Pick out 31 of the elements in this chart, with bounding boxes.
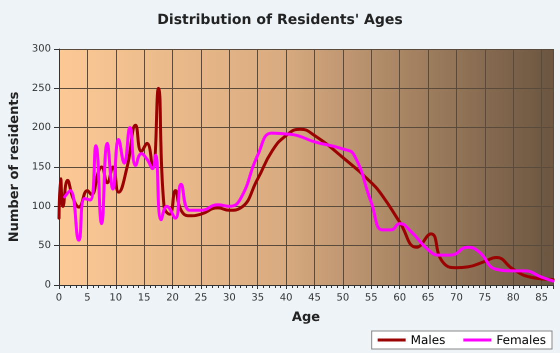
y-tick-label: 0 [44, 280, 51, 290]
x-tick-label: 20 [166, 292, 179, 304]
x-tick-label: 25 [194, 292, 208, 304]
x-tick-label: 55 [364, 292, 378, 304]
y-tick-label: 200 [32, 122, 51, 134]
x-tick-label: 45 [308, 292, 321, 304]
legend-label: Males [410, 333, 446, 347]
x-tick-label: 10 [109, 292, 122, 304]
chart-title: Distribution of Residents' Ages [157, 12, 403, 28]
x-tick-label: 15 [138, 292, 151, 304]
line-series [63, 126, 554, 283]
x-tick-label: 40 [280, 292, 292, 304]
x-tick-label: 5 [84, 292, 91, 304]
x-tick-label: 30 [222, 292, 236, 304]
y-tick-label: 300 [32, 44, 51, 54]
x-tick-label: 80 [506, 292, 520, 304]
x-tick-label: 85 [535, 292, 548, 304]
legend-label: Females [496, 333, 546, 347]
x-tick-label: 50 [336, 292, 350, 304]
x-tick-label: 35 [251, 292, 264, 304]
x-tick-label: 65 [422, 292, 434, 304]
y-tick-label: 250 [32, 82, 51, 94]
y-axis-title: Number of residents [7, 91, 22, 242]
x-tick-label: 0 [56, 292, 62, 304]
y-tick-label: 50 [38, 240, 51, 252]
y-tick-label: 100 [32, 200, 51, 212]
x-tick-label: 75 [478, 292, 492, 304]
y-tick-label: 150 [32, 162, 51, 172]
x-tick-label: 60 [393, 292, 406, 304]
x-axis-title: Age [292, 310, 320, 325]
x-tick-label: 70 [450, 292, 463, 304]
